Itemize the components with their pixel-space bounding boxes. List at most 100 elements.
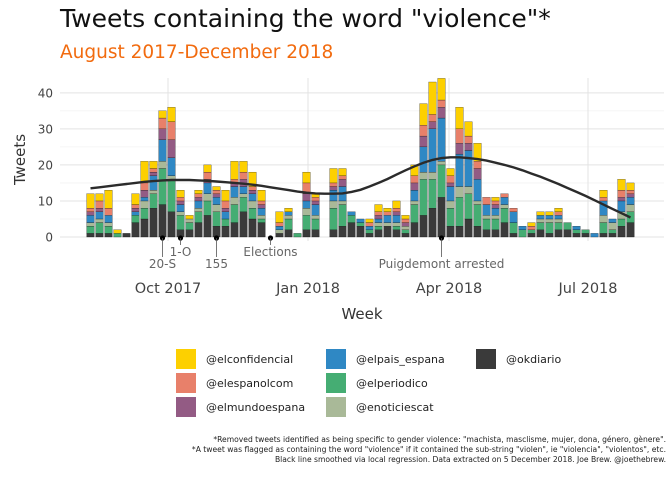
- bar-segment-elperiodico: [482, 218, 491, 230]
- bar-segment-enoticiescat: [230, 197, 239, 205]
- bar-segment-elpais-espana: [203, 182, 212, 194]
- legend-item-enoticiescat: @enoticiescat: [326, 396, 434, 418]
- legend-item-elespanolcom: @elespanolcom: [176, 372, 293, 394]
- legend-item-elpais-espana: @elpais_espana: [326, 348, 445, 370]
- bar-segment-enoticiescat: [311, 215, 320, 220]
- bar-segment-elespanolcom: [104, 208, 113, 216]
- bar-segment-elespanolcom: [203, 171, 212, 180]
- bar-segment-elperiodico: [527, 229, 536, 234]
- bar-segment-enoticiescat: [185, 218, 194, 223]
- bar-segment-elmundoespana: [212, 193, 221, 198]
- bar-segment-elmundoespana: [131, 208, 140, 212]
- bar-segment-elperiodico: [239, 197, 248, 212]
- bar-segment-elpais-espana: [545, 215, 554, 220]
- legend-swatch: [326, 349, 346, 369]
- bar-segment-okdiario: [455, 226, 464, 238]
- bar-segment-okdiario: [221, 226, 230, 238]
- bar-segment-elespanolcom: [491, 200, 500, 205]
- bar-segment-elpais-espana: [86, 215, 95, 223]
- bar-segment-elperiodico: [599, 222, 608, 234]
- bar-segment-elmundoespana: [257, 204, 266, 209]
- legend-item-okdiario: @okdiario: [476, 348, 561, 370]
- bar-segment-elpais-espana: [167, 157, 176, 176]
- bar-segment-elpais-espana: [419, 146, 428, 173]
- bar-segment-elespanolcom: [617, 190, 626, 198]
- bar-segment-okdiario: [302, 229, 311, 238]
- bar-segment-elconfidencial: [473, 143, 482, 162]
- bar-segment-enoticiescat: [536, 218, 545, 223]
- bar-segment-elespanolcom: [248, 186, 257, 191]
- bar-segment-enoticiescat: [455, 186, 464, 198]
- smooth-line-layer: [90, 156, 632, 219]
- bar-segment-elespanolcom: [221, 200, 230, 209]
- bar-segment-enoticiescat: [482, 215, 491, 220]
- bar-segment-elconfidencial: [248, 171, 257, 187]
- bar-segment-elconfidencial: [230, 161, 239, 180]
- bar-segment-elpais-espana: [446, 186, 455, 202]
- bar-segment-elmundoespana: [221, 208, 230, 212]
- bar-segment-elperiodico: [392, 226, 401, 230]
- annotation-label: Puigdemont arrested: [379, 257, 505, 271]
- footnote-substring-rule: *A tweet was flagged as containing the w…: [191, 445, 666, 454]
- bar-segment-okdiario: [509, 233, 518, 238]
- y-tick-label: 30: [38, 122, 53, 136]
- legend-swatch: [476, 349, 496, 369]
- bar-segment-enoticiescat: [203, 193, 212, 202]
- footnotes: *Removed tweets identified as being spec…: [6, 435, 666, 465]
- bar-segment-elpais-espana: [347, 211, 356, 216]
- bar-segment-elmundoespana: [302, 193, 311, 202]
- bar-segment-elmundoespana: [410, 182, 419, 191]
- bar-segment-enoticiescat: [257, 215, 266, 220]
- bar-segment-enoticiescat: [554, 218, 563, 223]
- bar-segment-elperiodico: [230, 204, 239, 223]
- bar-segment-enoticiescat: [500, 204, 509, 209]
- bar-segment-elpais-espana: [500, 197, 509, 205]
- bar-segment-elpais-espana: [275, 226, 284, 230]
- bar-segment-enoticiescat: [608, 222, 617, 230]
- bar-segment-enoticiescat: [248, 200, 257, 209]
- annotation-label: 1-O: [170, 245, 192, 259]
- bar-segment-elpais-espana: [302, 200, 311, 209]
- bar-segment-elespanolcom: [464, 135, 473, 144]
- bar-segment-elconfidencial: [392, 200, 401, 209]
- bar-segment-elperiodico: [608, 229, 617, 234]
- bar-segment-elespanolcom: [194, 193, 203, 198]
- bar-segment-elperiodico: [176, 215, 185, 230]
- bar-segment-okdiario: [149, 208, 158, 238]
- bar-segment-elconfidencial: [104, 190, 113, 209]
- bar-segment-elperiodico: [563, 222, 572, 230]
- bar-segment-elespanolcom: [626, 190, 635, 194]
- bar-segment-elmundoespana: [437, 107, 446, 119]
- bar-segment-enoticiescat: [149, 190, 158, 194]
- bar-segment-enoticiescat: [545, 218, 554, 223]
- bar-segment-elespanolcom: [239, 171, 248, 180]
- bar-segment-elperiodico: [86, 226, 95, 234]
- bar-segment-elperiodico: [437, 164, 446, 198]
- bar-segment-elpais-espana: [392, 215, 401, 223]
- bar-segment-elespanolcom: [95, 200, 104, 209]
- bar-segment-elpais-espana: [473, 179, 482, 202]
- bar-segment-enoticiescat: [410, 200, 419, 205]
- y-tick-label: 0: [45, 231, 53, 245]
- bar-segment-elconfidencial: [329, 168, 338, 184]
- bar-segment-okdiario: [626, 222, 635, 238]
- x-tick-label: Oct 2017: [135, 281, 202, 297]
- x-tick-label: Jan 2018: [275, 281, 340, 297]
- bar-segment-enoticiescat: [473, 200, 482, 205]
- bar-segment-elperiodico: [356, 222, 365, 227]
- bar-segment-elespanolcom: [410, 175, 419, 184]
- legend-label: @elperiodico: [356, 376, 428, 390]
- bar-segment-okdiario: [599, 233, 608, 238]
- y-tick-label: 10: [38, 194, 53, 208]
- bar-segment-elespanolcom: [275, 222, 284, 227]
- bar-segment-okdiario: [158, 204, 167, 238]
- bar-segment-elespanolcom: [554, 211, 563, 216]
- bar-segment-enoticiescat: [104, 222, 113, 227]
- bar-segment-okdiario: [140, 218, 149, 238]
- legend-item-elconfidencial: @elconfidencial: [176, 348, 293, 370]
- bar-segment-elperiodico: [428, 179, 437, 209]
- bar-segment-elconfidencial: [239, 161, 248, 173]
- bar-segment-elmundoespana: [428, 121, 437, 129]
- bar-segment-okdiario: [131, 222, 140, 238]
- bar-segment-elpais-espana: [572, 226, 581, 230]
